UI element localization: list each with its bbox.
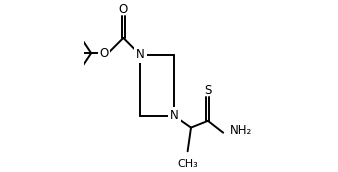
Text: NH₂: NH₂ <box>230 125 252 137</box>
Text: N: N <box>170 109 178 122</box>
Text: N: N <box>136 48 145 61</box>
Text: O: O <box>99 47 108 60</box>
Text: CH₃: CH₃ <box>177 159 198 169</box>
Text: O: O <box>119 3 128 16</box>
Text: S: S <box>204 84 212 97</box>
